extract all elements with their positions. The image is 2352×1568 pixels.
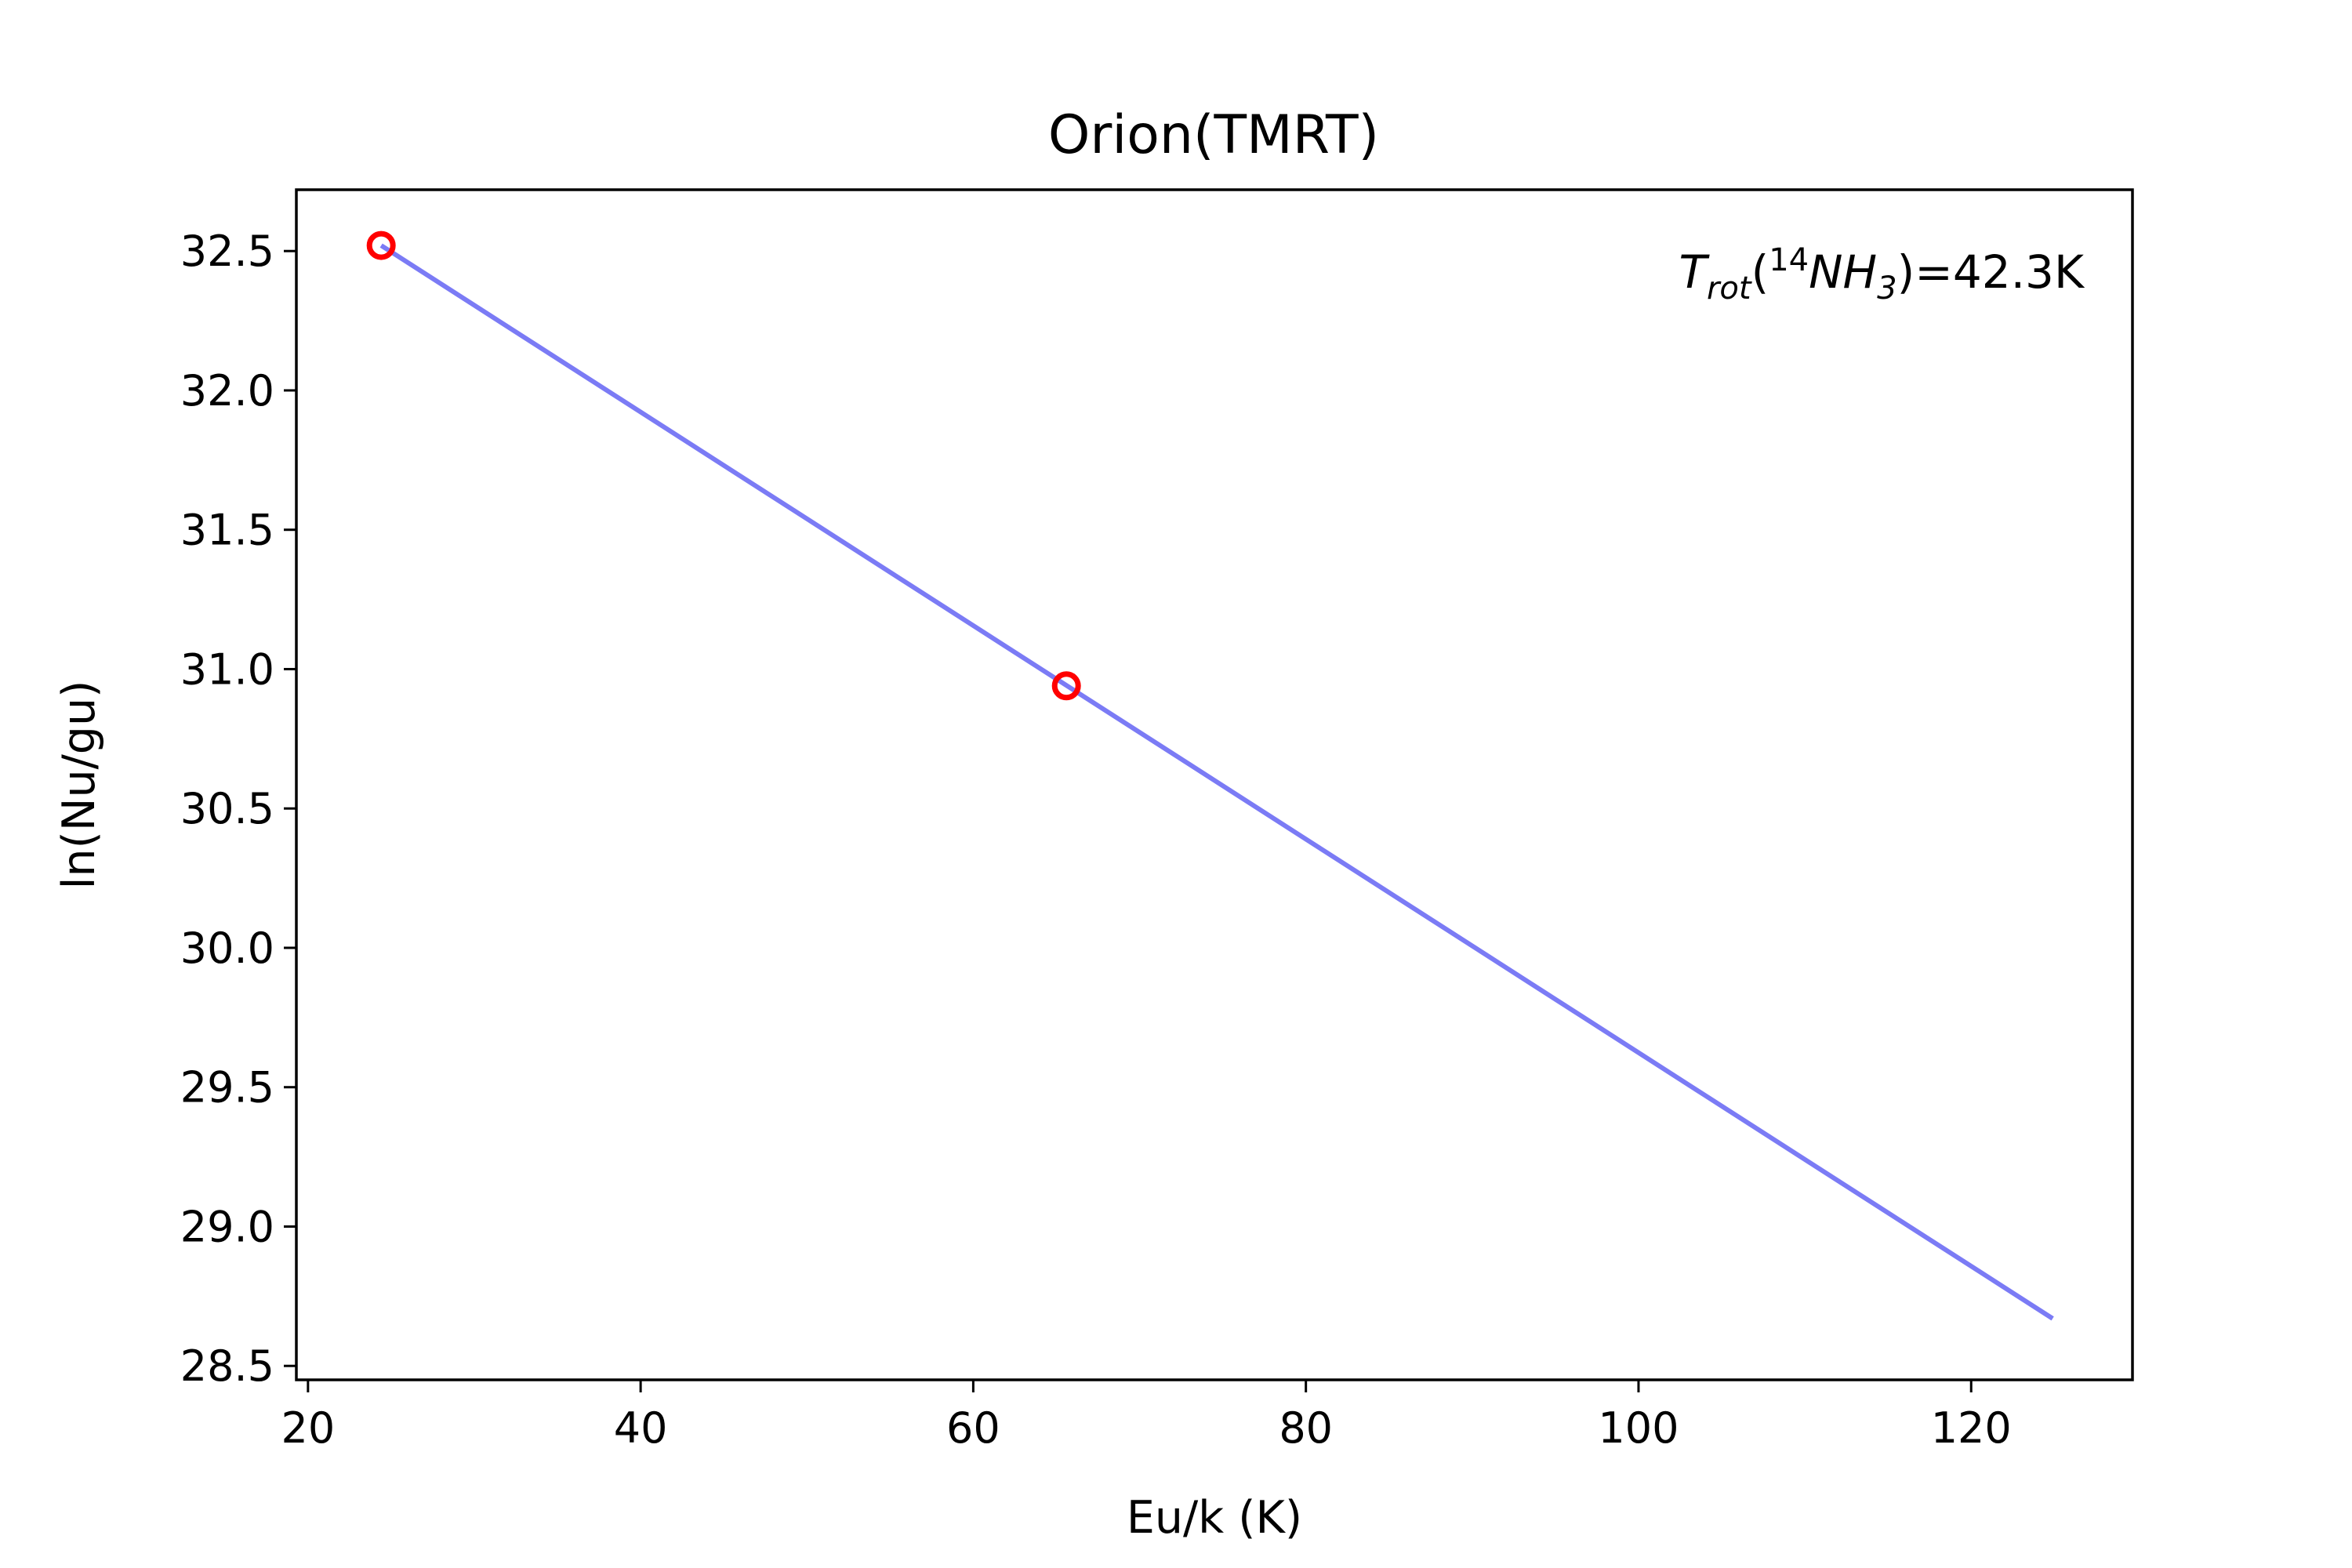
chart-title: Orion(TMRT) [1048, 104, 1379, 166]
y-tick-label-7: 32.0 [180, 366, 274, 416]
x-axis: 20 40 60 80 100 120 [281, 1380, 2012, 1453]
y-tick-label-5: 31.0 [180, 644, 274, 694]
annotation-sup: 14 [1769, 242, 1809, 278]
annotation-T: T [1679, 245, 1711, 299]
data-point-0 [366, 230, 396, 260]
plot-frame [295, 188, 2134, 1381]
x-tick-label-1: 40 [614, 1403, 668, 1453]
y-tick-label-4: 30.5 [180, 784, 274, 833]
y-tick-label-0: 28.5 [180, 1341, 274, 1391]
fit-layer [379, 243, 2054, 1321]
points-layer [366, 230, 1081, 701]
annotation-NH: NH [1809, 245, 1877, 299]
x-tick-label-5: 120 [1931, 1403, 2012, 1453]
y-tick-label-8: 32.5 [180, 227, 274, 276]
x-tick-label-2: 60 [946, 1403, 1000, 1453]
y-tick-label-6: 31.5 [180, 506, 274, 555]
y-tick-label-2: 29.5 [180, 1063, 274, 1112]
annotation-close: )=42.3K [1897, 245, 2085, 299]
x-axis-label: Eu/k (K) [1127, 1492, 1302, 1544]
y-axis: 28.5 29.0 29.5 30.0 30.5 31.0 31.5 32.0 32.5 [180, 227, 296, 1391]
plot-area [295, 188, 2134, 1381]
x-tick-label-0: 20 [281, 1403, 335, 1453]
trot-annotation: Trot(14NH3)=42.3K [1679, 242, 2085, 307]
x-tick-label-3: 80 [1279, 1403, 1333, 1453]
annotation-sub: rot [1707, 270, 1752, 307]
y-axis-label: ln(Nu/gu) [53, 681, 105, 890]
y-tick-label-1: 29.0 [180, 1202, 274, 1251]
fit-line [379, 243, 2054, 1321]
annotation-sub2: 3 [1877, 270, 1896, 307]
annotation-open: ( [1751, 245, 1769, 299]
x-tick-label-4: 100 [1598, 1403, 1679, 1453]
data-point-1 [1051, 671, 1081, 701]
y-tick-label-3: 30.0 [180, 924, 274, 973]
